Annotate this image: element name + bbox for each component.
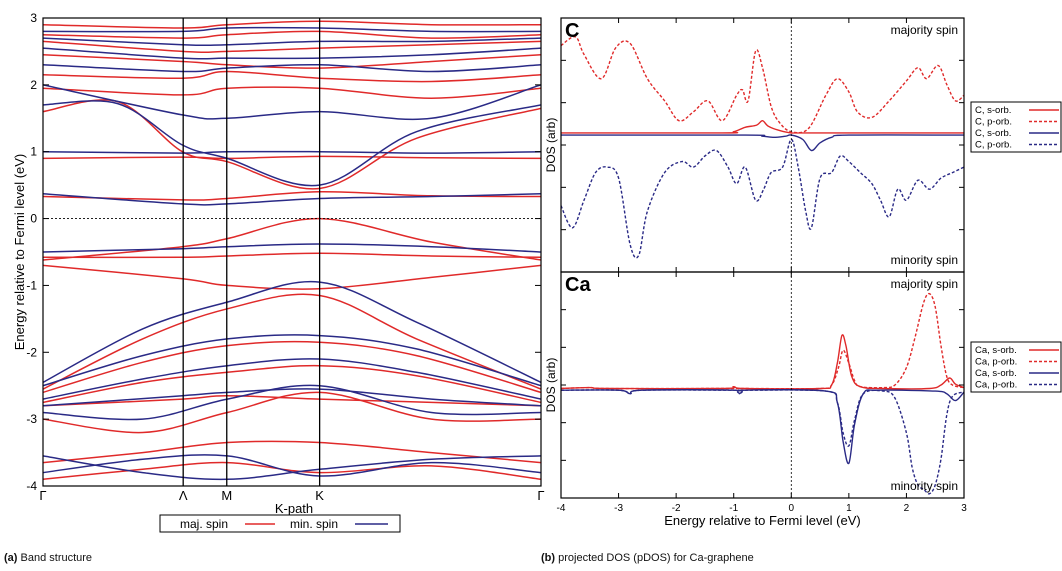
legend-label: Ca, p-orb. xyxy=(975,380,1017,391)
x-tick-label: 2 xyxy=(904,503,910,514)
y-tick-label: -1 xyxy=(26,278,37,292)
band-line xyxy=(43,340,541,394)
annotation-minority: minority spin xyxy=(891,253,958,267)
band-line xyxy=(43,384,541,421)
y-tick-label: -3 xyxy=(26,412,37,426)
dos-line xyxy=(561,389,964,465)
y-tick-label: 0 xyxy=(30,212,37,226)
dos-line xyxy=(561,334,964,390)
y-tick-label: 1 xyxy=(30,145,37,159)
annotation-majority: majority spin xyxy=(891,23,958,37)
legend-label: Ca, s-orb. xyxy=(975,368,1017,379)
band-line xyxy=(43,54,541,69)
dos-line xyxy=(561,134,964,152)
x-tick-label: -3 xyxy=(614,503,623,514)
legend-label: Ca, p-orb. xyxy=(975,357,1017,368)
y-tick-label: 2 xyxy=(30,78,37,92)
legend-label: Ca, s-orb. xyxy=(975,345,1017,356)
legend-label: C, s-orb. xyxy=(975,105,1011,116)
kpoint-label: Γ xyxy=(537,488,544,503)
band-line xyxy=(43,40,541,54)
band-line xyxy=(43,100,541,187)
caption-b-tag: (b) xyxy=(541,552,556,564)
band-line xyxy=(43,84,541,121)
y-tick-label: 3 xyxy=(30,11,37,25)
band-line xyxy=(43,70,541,83)
band-line xyxy=(43,155,541,160)
caption-a-text: Band structure xyxy=(20,552,93,564)
band-line xyxy=(43,280,541,384)
legend-label: C, p-orb. xyxy=(975,117,1012,128)
band-line xyxy=(43,293,541,390)
plot-frame xyxy=(560,271,965,499)
band-line xyxy=(43,20,541,29)
band-line xyxy=(43,150,541,154)
x-tick-label: -4 xyxy=(557,503,566,514)
band-line xyxy=(43,388,541,407)
band-line xyxy=(43,252,541,259)
y-tick-label: -2 xyxy=(26,345,37,359)
panel-label: C xyxy=(565,20,579,42)
band-line xyxy=(43,26,541,33)
x-axis-label: K-path xyxy=(275,501,313,516)
legend-label: C, p-orb. xyxy=(975,140,1012,151)
legend-label: maj. spin xyxy=(180,517,228,531)
band-line xyxy=(43,63,541,73)
dos-line xyxy=(561,389,964,495)
kpoint-label: K xyxy=(315,488,324,503)
x-tick-label: -1 xyxy=(729,503,738,514)
dos-line xyxy=(561,292,964,390)
dos-calcium-chart: -4 -3 -2 -1 0 1 2 3 Energy relative to Fermi lev… xyxy=(544,271,1062,528)
kpoint-label: M xyxy=(221,488,232,503)
x-axis-label: Energy relative to Fermi level (eV) xyxy=(664,513,861,528)
band-line xyxy=(43,440,541,464)
y-axis-label: DOS (arb) xyxy=(544,358,558,413)
dos-line xyxy=(561,35,964,134)
band-line xyxy=(43,364,541,404)
band-line xyxy=(43,454,541,477)
y-axis-label: Energy relative to Fermi level (eV) xyxy=(12,154,27,351)
band-line xyxy=(43,193,541,206)
caption-b-text: projected DOS (pDOS) for Ca-graphene xyxy=(558,552,754,564)
band-line xyxy=(43,30,541,39)
legend-label: min. spin xyxy=(290,517,338,531)
plot-frame xyxy=(560,17,965,273)
caption-a-tag: (a) xyxy=(4,552,18,564)
x-tick-label: -2 xyxy=(672,503,681,514)
x-tick-label: 3 xyxy=(961,503,967,514)
kpoint-label: Γ xyxy=(39,488,46,503)
band-line xyxy=(43,264,541,290)
panel-label: Ca xyxy=(565,274,591,296)
caption-b: (b) projected DOS (pDOS) for Ca-graphene xyxy=(541,552,754,564)
band-line xyxy=(43,37,541,47)
legend-label: C, s-orb. xyxy=(975,128,1011,139)
kpoint-label: Λ xyxy=(179,488,188,503)
band-line xyxy=(43,358,541,400)
dos-lines xyxy=(561,35,964,259)
band-line xyxy=(43,391,541,434)
annotation-majority: majority spin xyxy=(891,277,958,291)
caption-a: (a) Band structure xyxy=(4,552,92,564)
annotation-minority: minority spin xyxy=(891,479,958,493)
band-line xyxy=(43,334,541,387)
band-line xyxy=(43,243,541,253)
legend-box xyxy=(159,514,401,533)
band-line xyxy=(43,461,541,481)
x-tick-label: 0 xyxy=(789,503,795,514)
band-structure-chart: -4 -3 -2 -1 0 1 2 3 Γ Λ M K Γ K-path Energy relative t… xyxy=(12,11,545,533)
y-axis-label: DOS (arb) xyxy=(544,118,558,173)
band-line xyxy=(43,86,541,99)
x-tick-label: 1 xyxy=(846,503,852,514)
y-tick-label: -4 xyxy=(26,479,37,493)
band-line xyxy=(43,47,541,60)
dos-line xyxy=(561,120,964,134)
band-line xyxy=(43,455,541,481)
dos-line xyxy=(561,138,964,259)
plot-frame xyxy=(42,17,542,487)
dos-lines xyxy=(561,292,964,495)
